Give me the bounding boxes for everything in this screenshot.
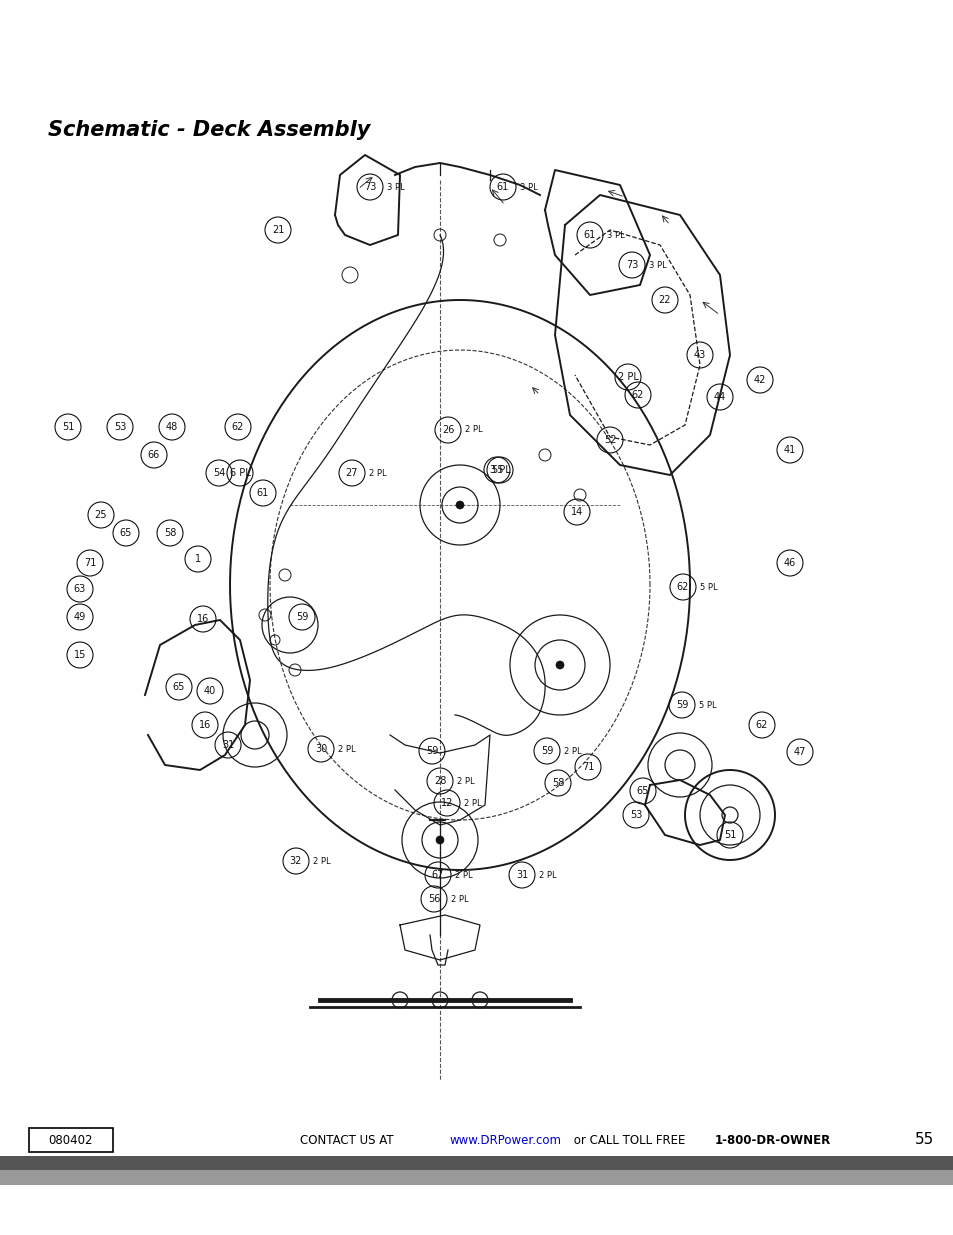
Text: 31: 31: [222, 740, 233, 750]
Text: 49: 49: [73, 613, 86, 622]
Text: 66: 66: [148, 450, 160, 459]
Text: 65: 65: [637, 785, 648, 797]
Text: 2 PL: 2 PL: [456, 777, 475, 785]
Text: 14: 14: [570, 508, 582, 517]
Text: 63: 63: [73, 584, 86, 594]
Text: 3 PL: 3 PL: [387, 183, 404, 191]
Text: 3 PL: 3 PL: [489, 466, 510, 475]
Text: 54: 54: [213, 468, 225, 478]
Text: 62: 62: [755, 720, 767, 730]
Text: 15: 15: [73, 650, 86, 659]
Text: 55: 55: [490, 466, 503, 475]
Text: 41: 41: [783, 445, 796, 454]
Text: Schematic - Deck Assembly: Schematic - Deck Assembly: [48, 120, 370, 140]
Text: 25: 25: [94, 510, 107, 520]
Text: 53: 53: [113, 422, 126, 432]
Text: 30: 30: [314, 743, 327, 755]
Text: 2 PL: 2 PL: [313, 857, 331, 866]
Text: 3 PL: 3 PL: [519, 183, 537, 191]
Text: 5 PL: 5 PL: [699, 700, 716, 709]
Text: 16: 16: [198, 720, 211, 730]
Text: 73: 73: [625, 261, 638, 270]
Text: 42: 42: [753, 375, 765, 385]
Text: 59: 59: [675, 700, 687, 710]
Text: 62: 62: [676, 582, 688, 592]
Bar: [0, 1156, 953, 1170]
Text: 53: 53: [629, 810, 641, 820]
Text: 2 PL: 2 PL: [463, 799, 481, 808]
Text: 55: 55: [915, 1132, 934, 1147]
Text: 3 PL: 3 PL: [648, 261, 666, 269]
Text: 2 PL: 2 PL: [464, 426, 482, 435]
Text: 58: 58: [164, 529, 176, 538]
Text: 28: 28: [434, 776, 446, 785]
Text: 47: 47: [793, 747, 805, 757]
Text: 71: 71: [581, 762, 594, 772]
Text: or CALL TOLL FREE: or CALL TOLL FREE: [569, 1134, 688, 1146]
Text: 1-800-DR-OWNER: 1-800-DR-OWNER: [714, 1134, 830, 1146]
Text: 61: 61: [497, 182, 509, 191]
Text: 62: 62: [631, 390, 643, 400]
Text: 2 PL: 2 PL: [617, 372, 638, 382]
Text: 2 PL: 2 PL: [337, 745, 355, 753]
Text: 2 PL: 2 PL: [369, 468, 386, 478]
Text: 59: 59: [425, 746, 437, 756]
Text: 59: 59: [295, 613, 308, 622]
Text: 67: 67: [432, 869, 444, 881]
Text: 46: 46: [783, 558, 796, 568]
Text: 21: 21: [272, 225, 284, 235]
Text: 31: 31: [516, 869, 528, 881]
Text: 61: 61: [583, 230, 596, 240]
Text: 56: 56: [427, 894, 439, 904]
Text: 71: 71: [84, 558, 96, 568]
Text: 40: 40: [204, 685, 216, 697]
Circle shape: [556, 661, 563, 669]
Text: 26: 26: [441, 425, 454, 435]
Text: 61: 61: [256, 488, 269, 498]
Text: 51: 51: [723, 830, 736, 840]
Text: 22: 22: [659, 295, 671, 305]
Text: 2 PL: 2 PL: [538, 871, 556, 879]
FancyBboxPatch shape: [29, 1128, 112, 1152]
Text: 32: 32: [290, 856, 302, 866]
Text: 65: 65: [172, 682, 185, 692]
Text: 52: 52: [603, 435, 616, 445]
Text: 5 PL: 5 PL: [700, 583, 717, 592]
Text: www.DRPower.com: www.DRPower.com: [450, 1134, 561, 1146]
Text: 3 PL: 3 PL: [606, 231, 624, 240]
Text: 16: 16: [196, 614, 209, 624]
Text: 44: 44: [713, 391, 725, 403]
Text: 2 PL: 2 PL: [563, 746, 581, 756]
Text: 6 PL: 6 PL: [230, 468, 250, 478]
Bar: [0, 1170, 953, 1186]
Text: 080402: 080402: [49, 1134, 93, 1146]
Text: 62: 62: [232, 422, 244, 432]
Text: 73: 73: [363, 182, 375, 191]
Text: CONTACT US AT: CONTACT US AT: [299, 1134, 397, 1146]
Text: 2 PL: 2 PL: [455, 871, 472, 879]
Text: 2 PL: 2 PL: [451, 894, 468, 904]
Text: 43: 43: [693, 350, 705, 359]
Text: 65: 65: [120, 529, 132, 538]
Text: 12: 12: [440, 798, 453, 808]
Circle shape: [456, 501, 463, 509]
Text: 51: 51: [62, 422, 74, 432]
Text: 48: 48: [166, 422, 178, 432]
Circle shape: [436, 836, 443, 844]
Text: 1: 1: [194, 555, 201, 564]
Text: 27: 27: [345, 468, 358, 478]
Text: 59: 59: [540, 746, 553, 756]
Text: 58: 58: [551, 778, 563, 788]
